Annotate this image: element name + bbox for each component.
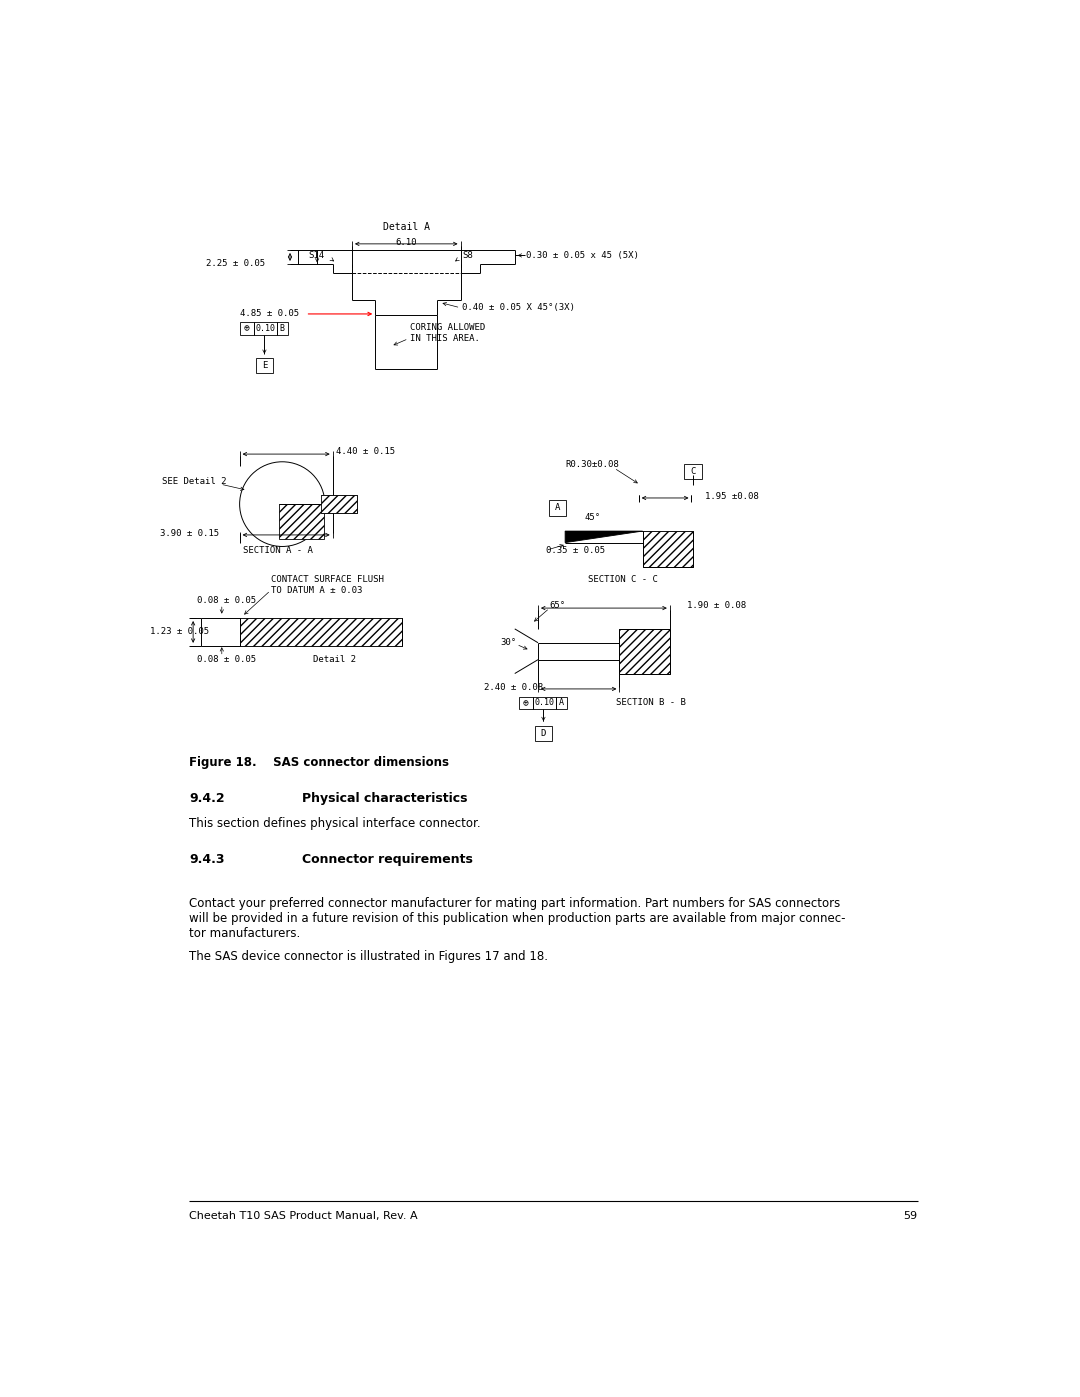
Text: 2.40 ± 0.08: 2.40 ± 0.08 [484, 683, 543, 692]
Text: Cheetah T10 SAS Product Manual, Rev. A: Cheetah T10 SAS Product Manual, Rev. A [189, 1211, 418, 1221]
Bar [532, 697, 556, 708]
Text: 1.23 ± 0.05: 1.23 ± 0.05 [150, 627, 210, 637]
Text: 30°: 30° [501, 638, 517, 647]
Text: 2.25 ± 0.05: 2.25 ± 0.05 [206, 260, 266, 268]
Text: SECTION C - C: SECTION C - C [589, 576, 658, 584]
Text: E: E [261, 360, 267, 370]
Text: SECTION B - B: SECTION B - B [616, 698, 686, 707]
Text: R0.30±0.08: R0.30±0.08 [565, 460, 619, 468]
Bar [276, 323, 287, 335]
Bar [549, 500, 566, 515]
Text: Physical characteristics: Physical characteristics [301, 792, 468, 805]
Text: Detail A: Detail A [382, 222, 430, 232]
Polygon shape [565, 531, 643, 542]
Text: 0.10: 0.10 [255, 324, 275, 332]
Text: This section defines physical interface connector.: This section defines physical interface … [189, 817, 481, 830]
Text: Detail 2: Detail 2 [313, 655, 356, 664]
Text: SECTION A - A: SECTION A - A [243, 546, 313, 555]
Text: C: C [690, 467, 696, 476]
Bar [619, 629, 670, 673]
Bar [256, 358, 273, 373]
Text: 0.30 ± 0.05 x 45 (5X): 0.30 ± 0.05 x 45 (5X) [526, 251, 639, 260]
Text: S14: S14 [309, 251, 325, 260]
Text: 0.08 ± 0.05: 0.08 ± 0.05 [197, 655, 256, 664]
Text: Figure 18.    SAS connector dimensions: Figure 18. SAS connector dimensions [189, 756, 449, 768]
Text: 9.4.3: 9.4.3 [189, 854, 225, 866]
Bar [321, 495, 357, 513]
Text: D: D [541, 729, 546, 738]
Text: ⊕: ⊕ [523, 697, 528, 708]
Text: 45°: 45° [584, 514, 600, 522]
Text: A: A [555, 503, 561, 513]
Bar [643, 531, 693, 567]
Text: Connector requirements: Connector requirements [301, 854, 473, 866]
Text: 9.4.2: 9.4.2 [189, 792, 225, 805]
Bar [535, 726, 552, 742]
Text: 0.10: 0.10 [535, 698, 554, 707]
Bar [518, 697, 532, 708]
Bar [556, 697, 567, 708]
Text: 59: 59 [904, 1211, 918, 1221]
Bar [254, 323, 276, 335]
Text: 0.35 ± 0.05: 0.35 ± 0.05 [545, 546, 605, 555]
Text: B: B [280, 324, 285, 332]
Text: S8: S8 [462, 251, 473, 260]
Text: 0.40 ± 0.05 X 45°(3X): 0.40 ± 0.05 X 45°(3X) [462, 303, 575, 313]
Text: 4.85 ± 0.05: 4.85 ± 0.05 [240, 310, 299, 319]
Text: 1.95 ±0.08: 1.95 ±0.08 [704, 492, 758, 502]
Text: A: A [558, 698, 564, 707]
Bar [240, 323, 254, 335]
Text: 65°: 65° [550, 601, 566, 610]
Text: ⊕: ⊕ [244, 324, 249, 334]
Text: 3.90 ± 0.15: 3.90 ± 0.15 [160, 529, 219, 538]
Bar [279, 504, 324, 539]
Text: Contact your preferred connector manufacturer for mating part information. Part : Contact your preferred connector manufac… [189, 897, 846, 940]
Text: 6.10: 6.10 [395, 237, 417, 247]
Text: SEE Detail 2: SEE Detail 2 [162, 476, 227, 486]
Text: CORING ALLOWED
IN THIS AREA.: CORING ALLOWED IN THIS AREA. [410, 324, 485, 342]
Text: The SAS device connector is illustrated in Figures 17 and 18.: The SAS device connector is illustrated … [189, 950, 549, 964]
Text: CONTACT SURFACE FLUSH
TO DATUM A ± 0.03: CONTACT SURFACE FLUSH TO DATUM A ± 0.03 [271, 576, 383, 595]
Text: 4.40 ± 0.15: 4.40 ± 0.15 [337, 447, 395, 457]
Text: 1.90 ± 0.08: 1.90 ± 0.08 [687, 601, 746, 610]
Bar [685, 464, 702, 479]
Bar [240, 617, 403, 645]
Text: 0.08 ± 0.05: 0.08 ± 0.05 [197, 597, 256, 605]
